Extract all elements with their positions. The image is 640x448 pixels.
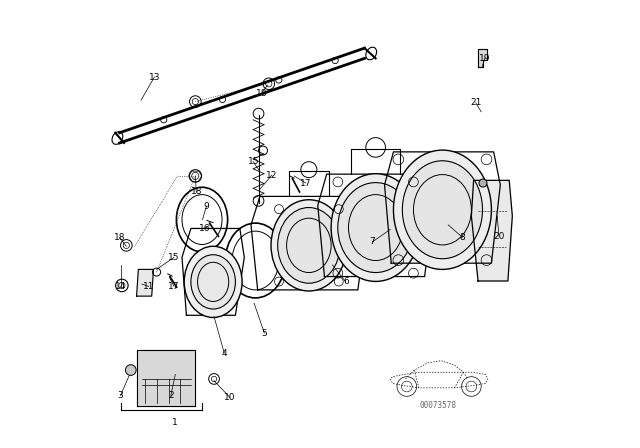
Text: 5: 5 — [262, 328, 268, 338]
Ellipse shape — [403, 161, 483, 259]
Text: 19: 19 — [479, 54, 490, 63]
Text: 10: 10 — [224, 393, 236, 402]
Text: 2: 2 — [168, 391, 173, 400]
Ellipse shape — [271, 200, 347, 291]
Text: 1: 1 — [172, 418, 178, 426]
Text: 18: 18 — [255, 90, 267, 99]
Circle shape — [479, 179, 487, 187]
Text: 20: 20 — [493, 232, 505, 241]
Text: 9: 9 — [204, 202, 209, 211]
Text: 16: 16 — [200, 224, 211, 233]
Text: 17: 17 — [300, 179, 312, 188]
Polygon shape — [138, 349, 195, 405]
Ellipse shape — [331, 174, 420, 281]
Text: 3: 3 — [118, 391, 124, 400]
Polygon shape — [136, 269, 154, 296]
Ellipse shape — [338, 183, 413, 272]
Text: 12: 12 — [266, 171, 278, 180]
Text: 15: 15 — [168, 253, 180, 262]
Polygon shape — [472, 181, 513, 281]
Ellipse shape — [191, 255, 236, 309]
Ellipse shape — [394, 150, 492, 269]
Text: 18: 18 — [191, 187, 202, 196]
Text: 17: 17 — [168, 282, 180, 291]
Text: 4: 4 — [221, 349, 227, 358]
Text: 13: 13 — [148, 73, 160, 82]
Ellipse shape — [278, 207, 340, 283]
Text: 8: 8 — [460, 233, 465, 242]
Text: 14: 14 — [115, 282, 126, 291]
Polygon shape — [478, 49, 488, 67]
Text: 21: 21 — [470, 99, 481, 108]
Text: 6: 6 — [343, 277, 349, 286]
Circle shape — [125, 365, 136, 375]
Text: 11: 11 — [143, 282, 154, 291]
Ellipse shape — [184, 246, 242, 318]
Text: 15: 15 — [248, 157, 259, 166]
Text: 18: 18 — [114, 233, 125, 242]
Text: 00073578: 00073578 — [419, 401, 456, 410]
Text: 7: 7 — [370, 237, 376, 246]
